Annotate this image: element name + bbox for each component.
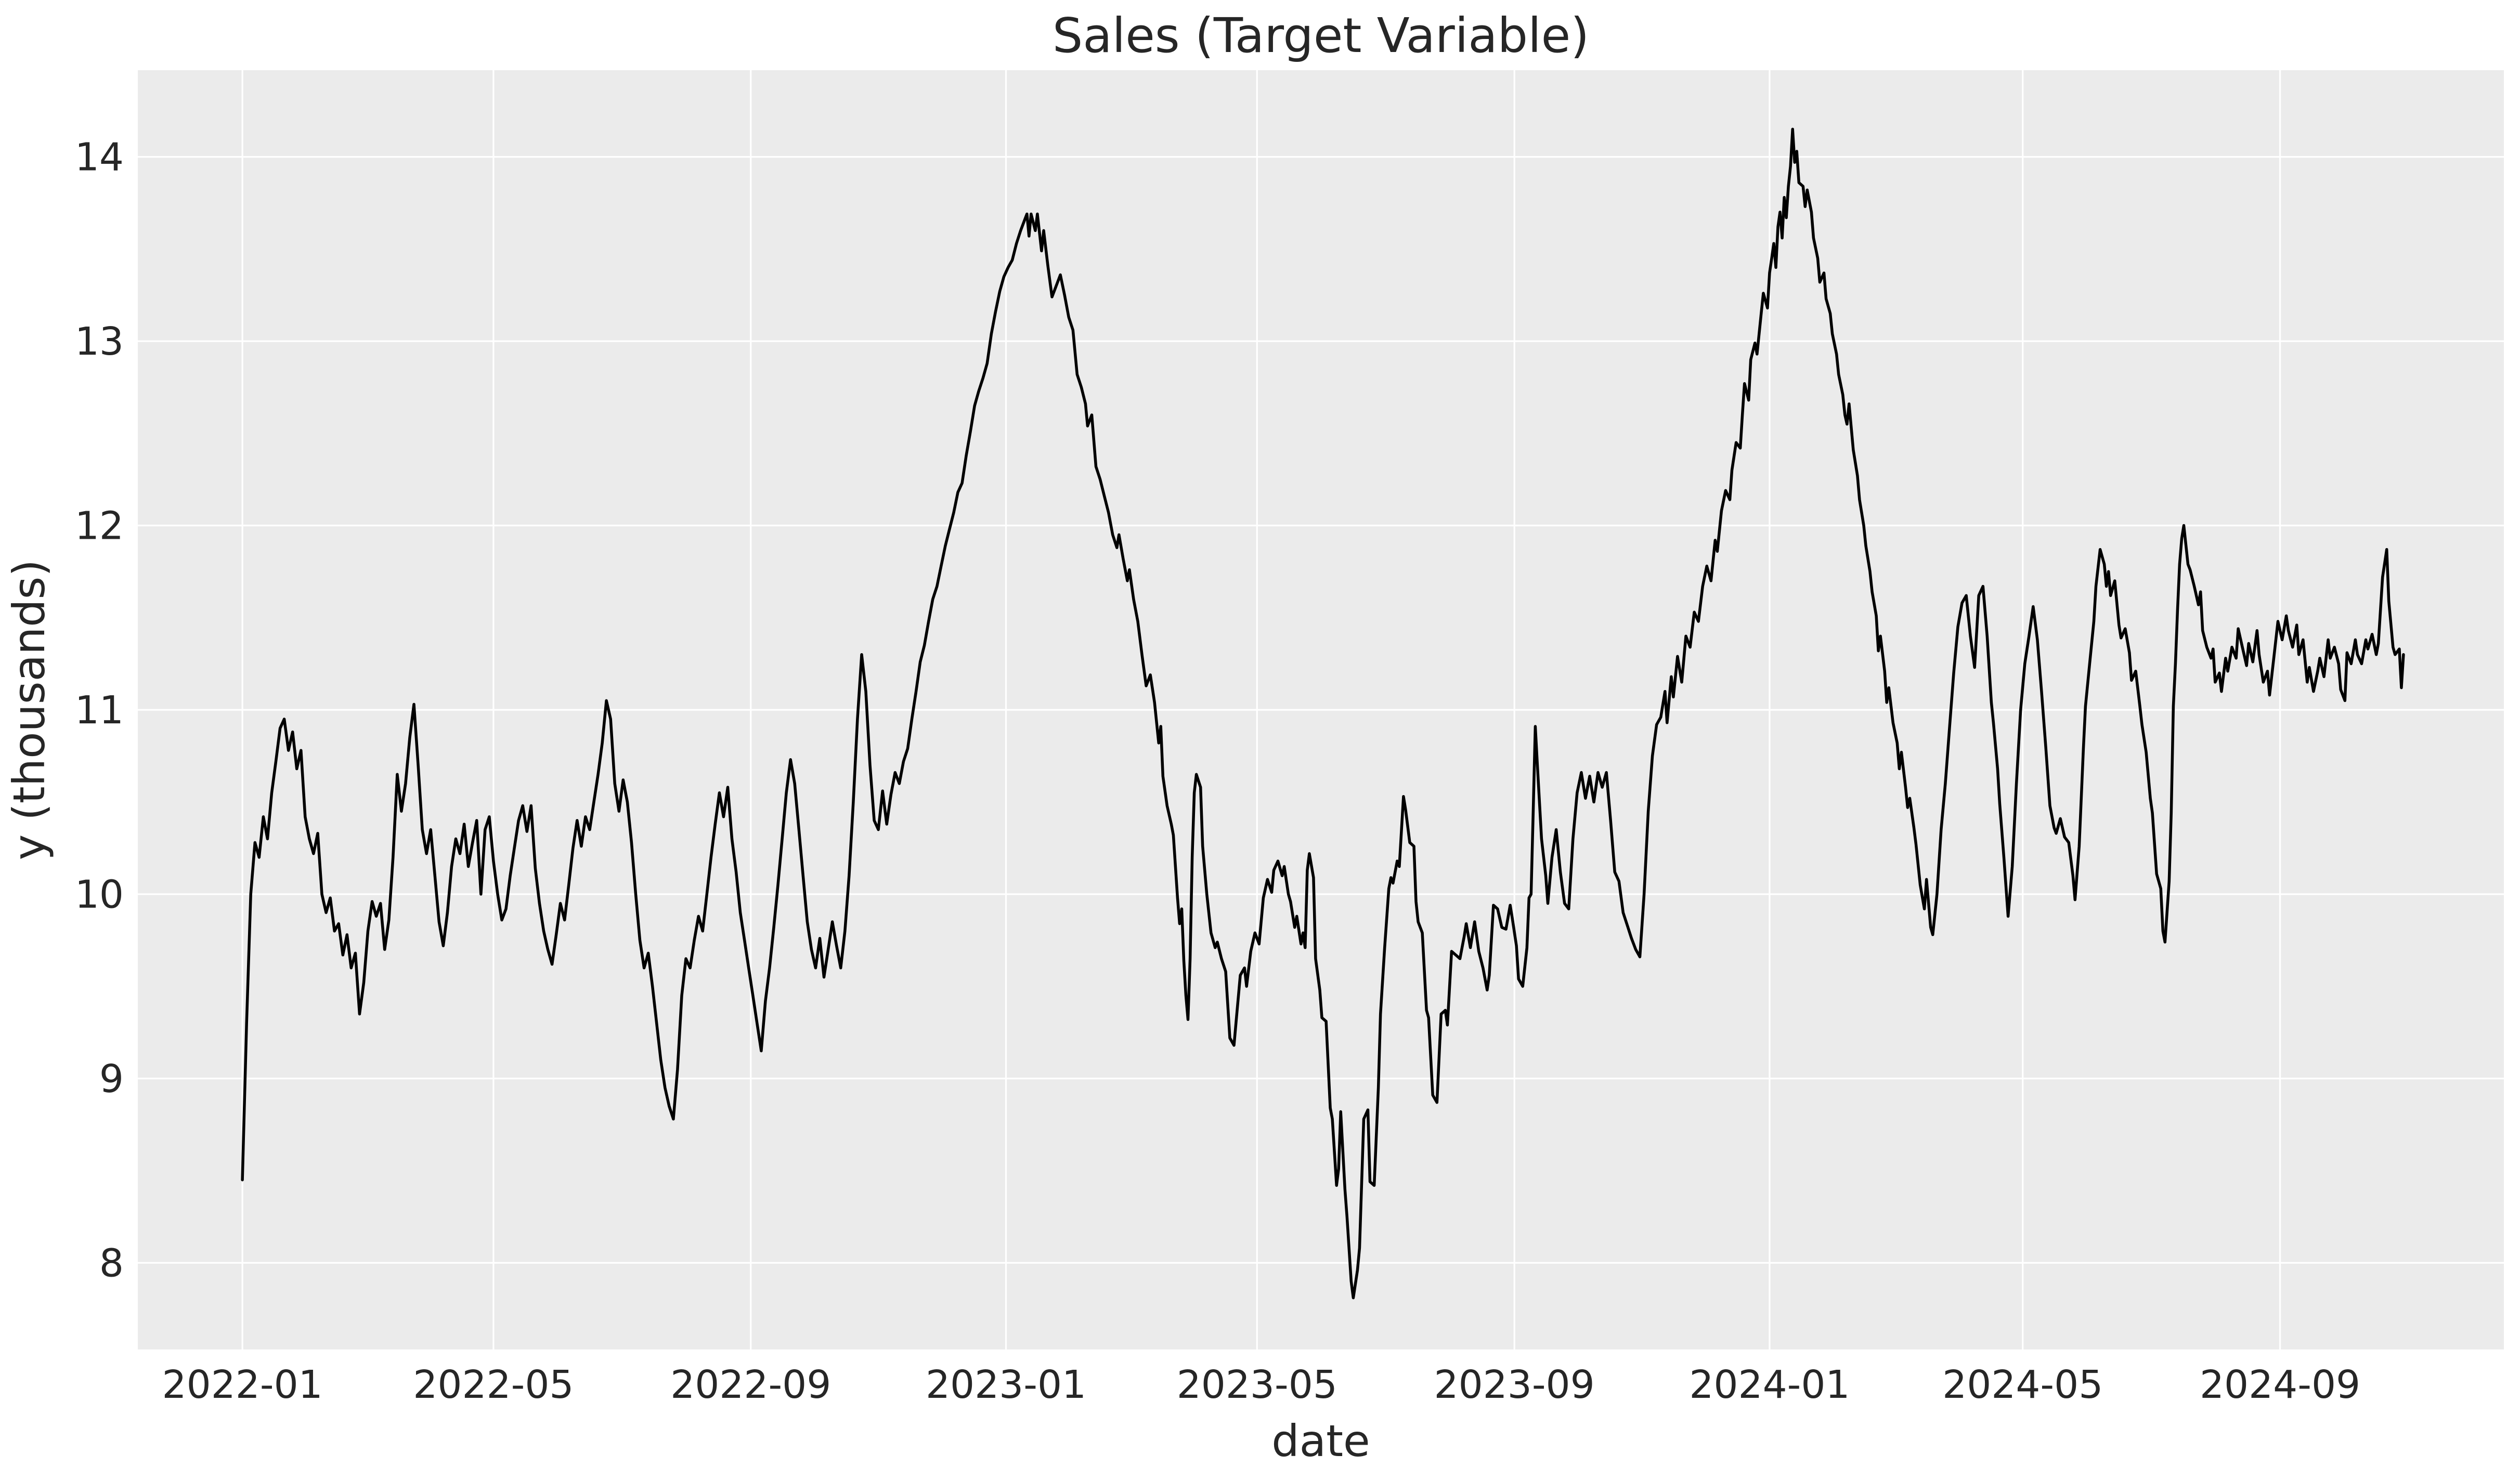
y-tick-label: 8 — [99, 1241, 124, 1286]
y-tick-label: 11 — [75, 688, 124, 733]
x-tick-label: 2023-05 — [1177, 1362, 1337, 1407]
y-tick-label: 13 — [75, 319, 124, 364]
x-tick-label: 2024-09 — [2200, 1362, 2360, 1407]
x-tick-label: 2022-05 — [413, 1362, 574, 1407]
y-axis-label: y (thousands) — [4, 560, 55, 860]
x-tick-label: 2024-01 — [1689, 1362, 1850, 1407]
y-tick-label: 12 — [75, 504, 124, 549]
x-tick-label: 2024-05 — [1942, 1362, 2103, 1407]
chart-title: Sales (Target Variable) — [1053, 8, 1589, 63]
x-tick-label: 2022-01 — [162, 1362, 323, 1407]
y-tick-label: 10 — [75, 872, 124, 917]
y-tick-label: 14 — [75, 135, 124, 180]
series-line — [241, 127, 2405, 1300]
x-tick-label: 2023-01 — [926, 1362, 1086, 1407]
y-tick-labels: 8 9 10 11 12 13 14 — [75, 135, 124, 1286]
x-tick-labels: 2022-01 2022-05 2022-09 2023-01 2023-05 2023-… — [162, 1362, 2361, 1407]
x-axis-label: date — [1271, 1416, 1370, 1466]
gridlines — [138, 70, 2504, 1349]
series-group — [241, 127, 2405, 1300]
y-tick-label: 9 — [99, 1057, 124, 1101]
x-tick-label: 2023-09 — [1434, 1362, 1595, 1407]
x-tick-label: 2022-09 — [670, 1362, 831, 1407]
